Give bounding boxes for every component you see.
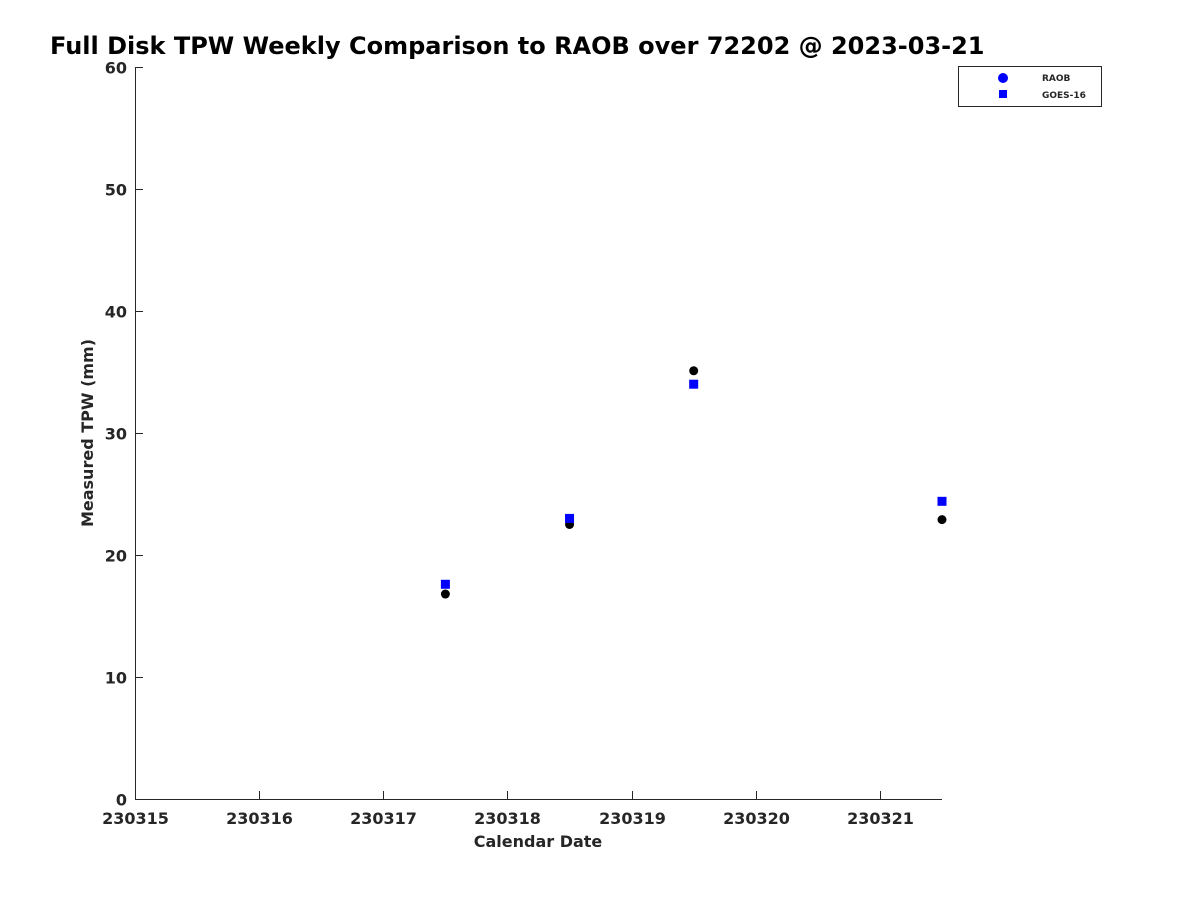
x-tick-label: 230316 [226,809,293,828]
chart-title: Full Disk TPW Weekly Comparison to RAOB … [50,32,985,60]
legend: RAOB GOES-16 [958,66,1102,107]
x-tick-label: 230317 [350,809,417,828]
point-goes-16 [440,579,450,589]
x-axis-label: Calendar Date [474,832,603,851]
point-goes-16 [689,379,699,389]
legend-label-raob: RAOB [1042,74,1071,84]
point-raob [440,589,450,599]
point-goes-16 [565,513,575,523]
legend-box [958,66,1102,107]
axes: 230315 230316 230317 230318 230319 230320 2303… [102,59,942,828]
x-tick-label: 230315 [102,809,169,828]
point-raob [689,366,699,376]
y-tick-label: 60 [105,59,127,78]
x-tick-label: 230321 [847,809,914,828]
legend-marker-goes16 [999,90,1007,98]
y-tick-label: 20 [105,547,127,566]
legend-marker-raob [998,73,1008,83]
y-tick-label: 30 [105,425,127,444]
y-tick-label: 50 [105,181,127,200]
x-tick-label: 230318 [474,809,541,828]
point-raob [937,515,947,525]
x-tick-label: 230319 [599,809,666,828]
x-tick-label: 230320 [723,809,790,828]
y-axis-label: Measured TPW (mm) [78,339,97,527]
point-goes-16 [937,496,947,506]
data-points [440,366,947,599]
y-tick-label: 40 [105,303,127,322]
y-tick-label: 0 [116,791,127,810]
y-tick-label: 10 [105,669,127,688]
legend-label-goes16: GOES-16 [1042,91,1086,101]
